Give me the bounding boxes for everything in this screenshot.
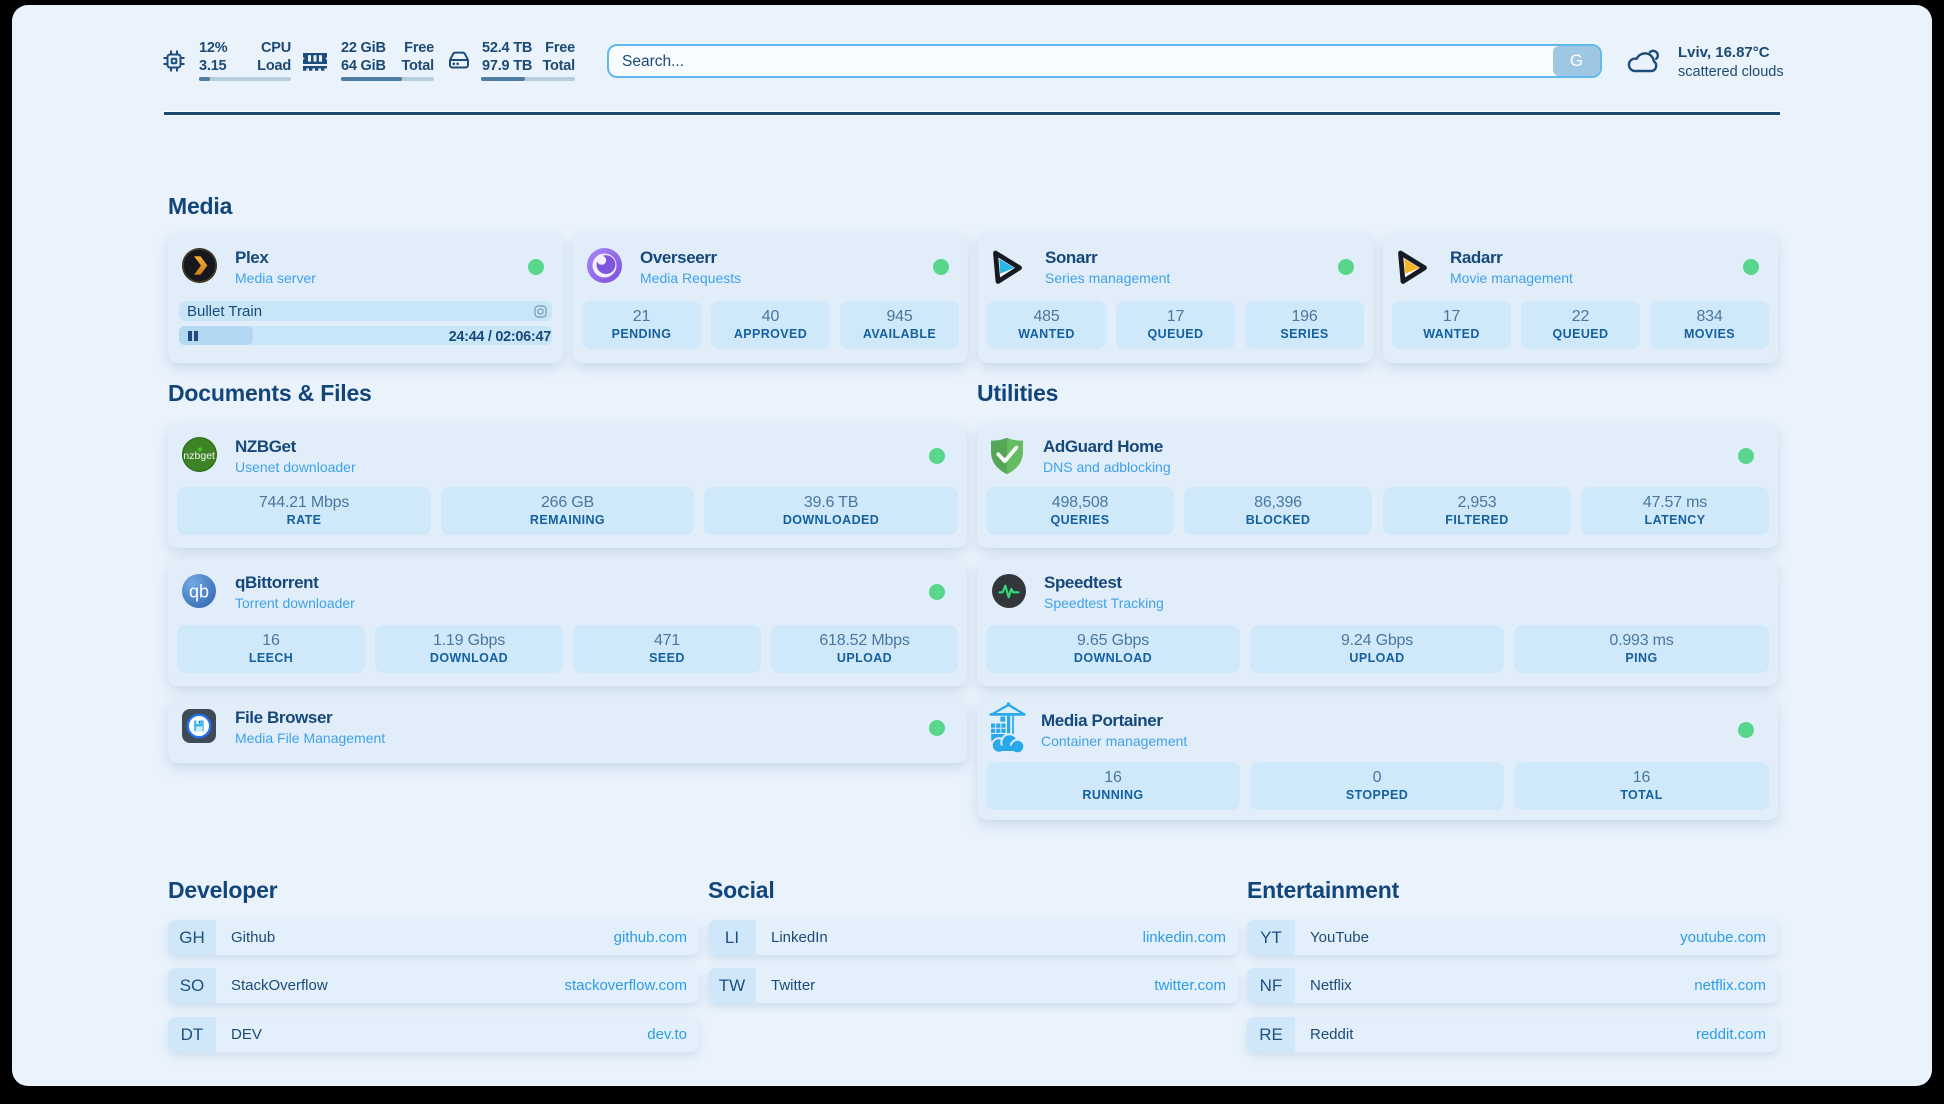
svg-text:nzbget: nzbget <box>183 450 215 462</box>
svg-text:qb: qb <box>189 582 209 602</box>
